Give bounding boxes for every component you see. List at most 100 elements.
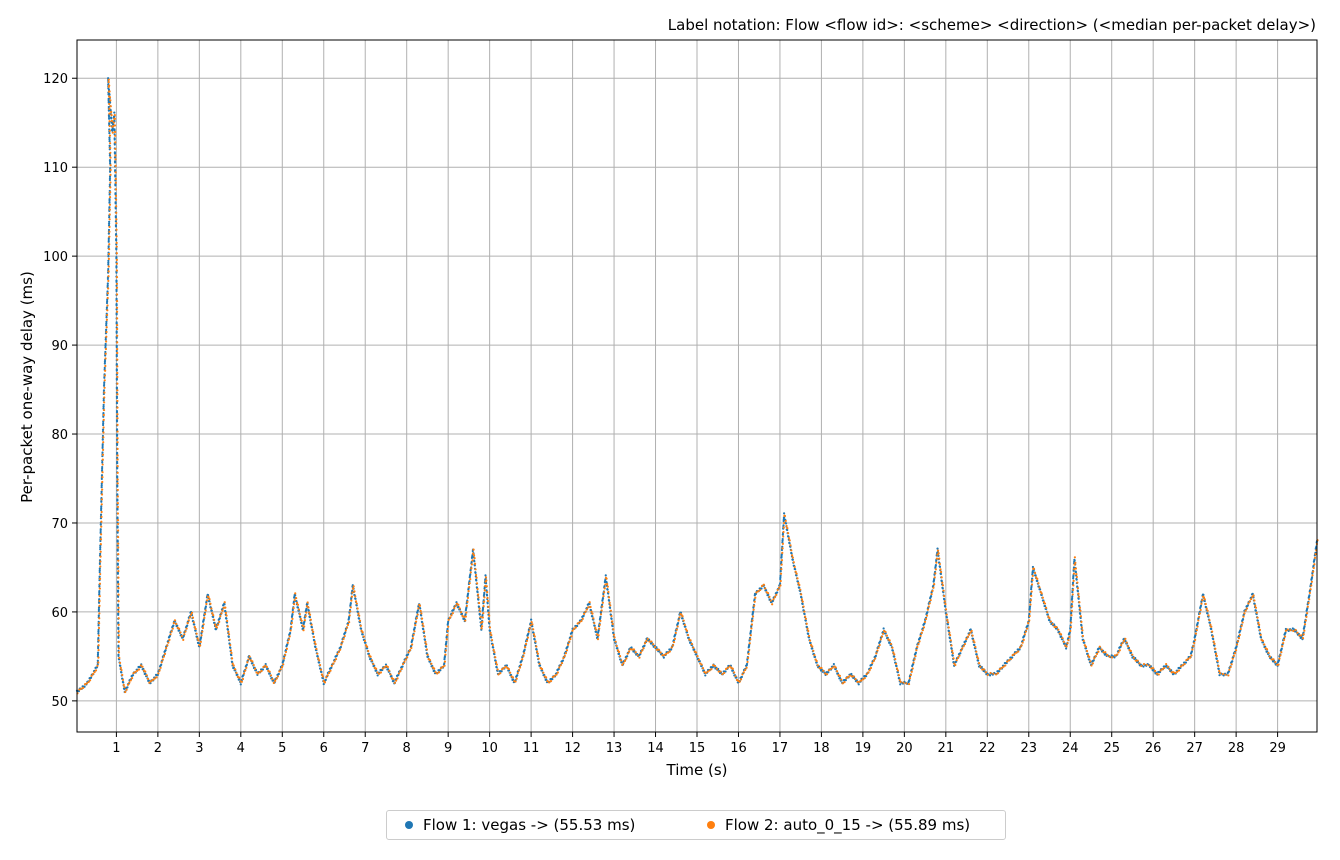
flow-1-point [106, 293, 109, 297]
flow-2-point [99, 560, 102, 563]
flow-2-point [101, 471, 104, 474]
flow-2-point [1071, 600, 1074, 603]
flow-1-point [115, 396, 119, 400]
flow-2-point [626, 652, 629, 655]
x-tick-label: 11 [523, 741, 540, 756]
flow-2-point [916, 645, 919, 649]
flow-2-point [1312, 570, 1315, 573]
flow-2-point [116, 482, 119, 485]
flow-2-point [116, 389, 119, 392]
flow-2-point [1030, 583, 1034, 586]
flow-2-point [117, 542, 120, 545]
flow-2-point [759, 588, 762, 592]
flow-1-point [401, 665, 404, 668]
flow-2-point [490, 633, 493, 637]
flow-2-point [1098, 645, 1101, 648]
flow-2-point [599, 619, 602, 623]
flow-1-point [1310, 576, 1314, 579]
flow-1-point [445, 640, 448, 643]
flow-1-point [106, 277, 110, 281]
flow-2-point [1136, 659, 1139, 662]
flow-2-point [1165, 662, 1168, 666]
flow-2-point [958, 654, 961, 657]
flow-2-point [102, 431, 105, 434]
flow-2-point [478, 610, 482, 613]
flow-2-point [251, 660, 254, 663]
flow-1-point [893, 655, 896, 658]
flow-2-point [119, 666, 122, 669]
flow-2-point [352, 585, 355, 588]
flow-1-point [239, 683, 242, 686]
flow-2-point [125, 688, 128, 691]
flow-2-point [760, 584, 764, 588]
flow-2-point [117, 552, 120, 556]
flow-2-point [205, 602, 208, 606]
flow-2-point [668, 650, 671, 653]
flow-2-point [290, 625, 293, 628]
flow-2-point [1313, 556, 1317, 559]
flow-2-point [893, 653, 896, 656]
flow-2-point [494, 661, 498, 664]
flow-2-point [1306, 612, 1309, 615]
flow-2-point [487, 605, 490, 608]
flow-2-point [446, 629, 449, 633]
flow-2-point [1161, 668, 1164, 671]
flow-1-point [1063, 642, 1066, 645]
flow-2-point [748, 648, 751, 652]
flow-2-point [994, 673, 998, 676]
flow-2-point [1080, 620, 1083, 623]
flow-2-point [612, 633, 616, 636]
flow-1-point [1303, 625, 1306, 628]
flow-1-point [299, 615, 302, 618]
flow-1-point [1254, 609, 1257, 612]
flow-2-point [1240, 624, 1243, 627]
flow-2-point [109, 99, 112, 102]
flow-2-point [1029, 599, 1032, 602]
flow-1-point [1210, 627, 1213, 631]
flow-2-point [107, 287, 110, 290]
flow-1-point [533, 638, 536, 641]
flow-2-point [1238, 633, 1241, 637]
flow-2-point [102, 441, 105, 444]
flow-2-point [172, 622, 175, 625]
flow-2-point [476, 587, 479, 591]
flow-2-point [925, 614, 929, 617]
flow-2-point [605, 577, 608, 580]
flow-2-point [1118, 649, 1121, 652]
flow-2-point [444, 649, 448, 652]
flow-2-point [105, 318, 109, 321]
flow-2-point [115, 286, 119, 289]
flow-1-point [102, 415, 105, 418]
flow-1-point [483, 591, 486, 594]
flow-2-point [945, 613, 948, 616]
flow-2-point [1061, 637, 1064, 640]
flow-1-point [386, 668, 390, 671]
flow-2-point [1084, 645, 1088, 648]
flow-1-point [888, 641, 891, 644]
flow-2-point [1307, 601, 1310, 605]
flow-1-point [108, 136, 111, 139]
flow-2-point [114, 188, 118, 191]
flow-2-point [108, 243, 111, 246]
flow-2-point [1108, 655, 1111, 658]
flow-2-point [565, 649, 569, 652]
flow-1-point [194, 629, 197, 632]
flow-2-point [610, 614, 613, 618]
flow-2-point [793, 565, 796, 569]
flow-2-point [1085, 649, 1089, 653]
flow-2-point [750, 627, 753, 630]
flow-2-point [563, 654, 566, 657]
flow-2-point [103, 396, 106, 399]
flow-2-point [395, 679, 398, 682]
flow-1-point [1309, 582, 1313, 585]
flow-1-point [711, 666, 714, 669]
flow-1-point [780, 554, 783, 558]
flow-2-point [1025, 627, 1029, 630]
x-tick-label: 22 [979, 741, 996, 756]
y-tick-label: 90 [51, 339, 68, 354]
flow-1-point [355, 604, 358, 607]
flow-2-point [117, 623, 120, 626]
flow-2-point [632, 648, 636, 651]
flow-2-point [233, 668, 237, 671]
flow-2-point [749, 638, 752, 641]
